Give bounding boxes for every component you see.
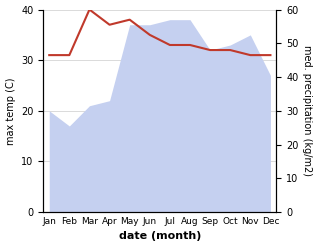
X-axis label: date (month): date (month) (119, 231, 201, 242)
Y-axis label: med. precipitation (kg/m2): med. precipitation (kg/m2) (302, 45, 313, 176)
Y-axis label: max temp (C): max temp (C) (5, 77, 16, 144)
